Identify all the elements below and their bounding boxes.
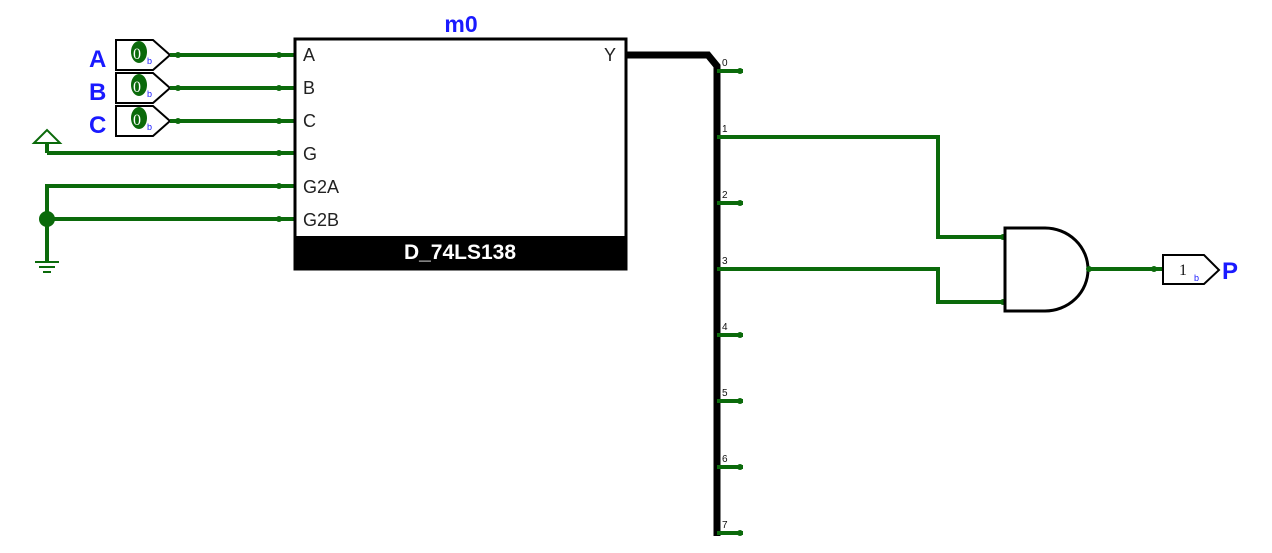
output-value: 1	[1179, 262, 1187, 279]
wire-endpoint	[175, 85, 181, 91]
and-gate[interactable]	[1003, 226, 1090, 313]
splitter-bit-3[interactable]: 3	[717, 256, 743, 271]
chip-pin-label: C	[303, 111, 316, 131]
wire-endpoint	[276, 216, 282, 222]
wire-bit1-to-and[interactable]	[743, 135, 1005, 239]
power-icon[interactable]	[31, 128, 63, 153]
input-value: 0	[133, 112, 141, 129]
chip-pin-label: B	[303, 78, 315, 98]
chip-name-band	[295, 236, 626, 269]
wire-endpoint	[276, 150, 282, 156]
splitter-bit-label: 3	[722, 256, 728, 267]
wire-endpoint	[1086, 266, 1092, 272]
chip-pin-label: A	[303, 45, 315, 65]
input-value: 0	[133, 79, 141, 96]
wire-bit3-to-and[interactable]	[743, 267, 1005, 304]
wire-g2a[interactable]	[45, 184, 295, 219]
wire-endpoint	[175, 118, 181, 124]
chip-pin-label: G	[303, 144, 317, 164]
input-pin-a[interactable]: 0 b	[115, 39, 172, 71]
chip-pin-label: G2A	[303, 177, 339, 197]
input-pin-b[interactable]: 0 b	[115, 72, 172, 104]
output-bus[interactable]	[626, 51, 721, 536]
splitter-bit-6[interactable]: 6	[717, 454, 743, 470]
input-label-a: A	[89, 46, 106, 73]
input-radix: b	[147, 56, 152, 66]
splitter-bit-4[interactable]: 4	[717, 322, 743, 338]
splitter-bit-label: 2	[722, 190, 728, 201]
wire-endpoint	[276, 85, 282, 91]
splitter-bit-label: 7	[722, 520, 728, 531]
splitter-bit-5[interactable]: 5	[717, 388, 743, 404]
wire-endpoint	[276, 52, 282, 58]
input-label-b: B	[89, 79, 106, 106]
splitter-bit-label: 6	[722, 454, 728, 465]
input-state-led	[131, 41, 147, 63]
splitter-bit-label: 4	[722, 322, 728, 333]
wire-endpoint	[276, 183, 282, 189]
chip-pin-label: Y	[604, 45, 616, 65]
input-pin-c[interactable]: 0 b	[115, 105, 172, 137]
input-radix: b	[147, 122, 152, 132]
chip-instance-label: m0	[444, 11, 477, 37]
output-label-p: P	[1222, 258, 1238, 285]
output-pin-p[interactable]: 1 b	[1162, 254, 1221, 285]
chip-type-label: D_74LS138	[404, 241, 516, 264]
splitter-bit-label: 5	[722, 388, 728, 399]
input-label-c: C	[89, 112, 106, 139]
input-radix: b	[147, 89, 152, 99]
splitter-bit-2[interactable]: 2	[717, 190, 743, 206]
ground-icon[interactable]	[35, 261, 59, 273]
chip-pin-label: G2B	[303, 210, 339, 230]
wire-endpoint	[175, 52, 181, 58]
output-radix: b	[1194, 273, 1199, 283]
splitter-bit-7[interactable]: 7	[717, 520, 743, 536]
input-state-led	[131, 74, 147, 96]
wire-endpoint	[276, 118, 282, 124]
splitter-bit-label: 1	[722, 124, 728, 135]
splitter-bit-1[interactable]: 1	[717, 124, 743, 139]
wire-endpoint	[1151, 266, 1157, 272]
input-state-led	[131, 107, 147, 129]
splitter-bit-label: 0	[722, 58, 728, 69]
input-value: 0	[133, 46, 141, 63]
splitter-bit-0[interactable]: 0	[717, 58, 743, 74]
decoder-chip[interactable]: D_74LS138 A B C G G2A G2B Y	[293, 37, 628, 271]
